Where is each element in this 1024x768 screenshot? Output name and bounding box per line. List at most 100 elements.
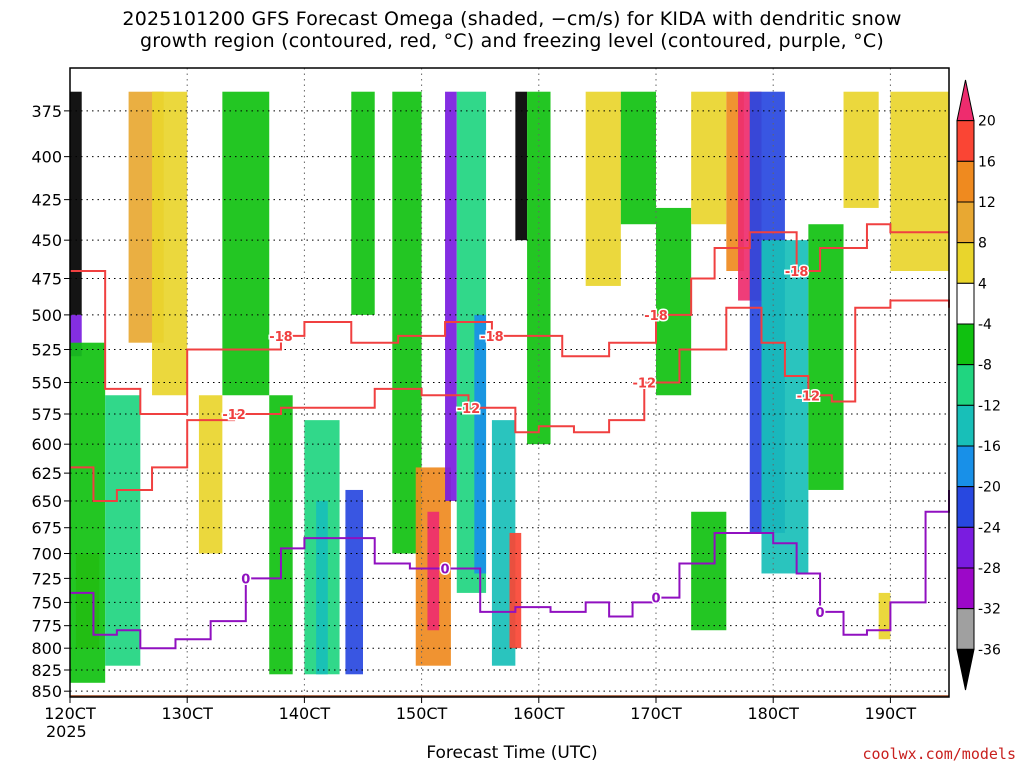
omega-band xyxy=(878,592,891,640)
x-tick-label: 170CT xyxy=(630,704,682,723)
omega-band xyxy=(70,342,106,683)
colorbar-label: 16 xyxy=(978,154,996,170)
x-tick-label: 120CT xyxy=(44,704,96,723)
surface-ground xyxy=(70,695,949,697)
colorbar-label: -8 xyxy=(978,358,992,374)
omega-band xyxy=(585,91,621,286)
colorbar-label: -36 xyxy=(978,642,1001,658)
y-tick-label: 625 xyxy=(31,464,62,483)
omega-band xyxy=(222,91,270,396)
y-tick-label: 675 xyxy=(31,519,62,538)
colorbar-label: -24 xyxy=(978,520,1001,536)
y-axis: 375 400 425 450 475 500 525 550 575 600 625 650 675 7… xyxy=(31,102,70,701)
contour-label: -18 xyxy=(269,330,293,345)
y-tick-label: 400 xyxy=(31,148,62,167)
y-tick-label: 650 xyxy=(31,492,62,511)
omega-shading xyxy=(70,91,949,683)
x-tick-label: 180CT xyxy=(747,704,799,723)
colorbar: 20 16 12 8 4 -4 -8 -12 -16 -20 -24 -28 -32 -36 xyxy=(956,79,1001,691)
y-tick-label: 750 xyxy=(31,593,62,612)
credit-text: coolwx.com/models xyxy=(862,745,1016,763)
omega-band xyxy=(70,91,82,315)
omega-band xyxy=(105,395,141,666)
contour-lines: -18 -18 -18 -18 -12 -12 -12 -12 0 0 0 0 xyxy=(70,223,950,650)
contour--18 xyxy=(70,223,949,415)
contour-label: -12 xyxy=(797,389,821,404)
contour-label: 0 xyxy=(816,606,825,621)
colorbar-swatch xyxy=(956,486,975,528)
contour-label: -12 xyxy=(633,376,657,391)
omega-band xyxy=(152,91,188,396)
colorbar-cap-top xyxy=(956,79,975,122)
x-axis-label: Forecast Time (UTC) xyxy=(426,743,598,763)
y-tick-label: 725 xyxy=(31,569,62,588)
y-tick-label: 525 xyxy=(31,340,62,359)
omega-band xyxy=(351,91,375,315)
y-tick-label: 500 xyxy=(31,306,62,325)
omega-band xyxy=(70,314,82,357)
contour-0 xyxy=(70,489,950,650)
colorbar-label: 4 xyxy=(978,276,987,292)
contour-label: -12 xyxy=(222,408,246,423)
y-tick-label: 700 xyxy=(31,544,62,563)
omega-band xyxy=(474,314,487,574)
colorbar-swatch xyxy=(956,404,975,447)
omega-band xyxy=(345,489,363,675)
y-tick-label: 475 xyxy=(31,270,62,289)
colorbar-swatch xyxy=(956,567,975,610)
y-tick-label: 450 xyxy=(31,231,62,250)
colorbar-label: -12 xyxy=(978,398,1001,414)
omega-band xyxy=(269,395,293,675)
omega-band xyxy=(620,91,656,225)
y-tick-label: 375 xyxy=(31,102,62,121)
x-tick-year: 2025 xyxy=(46,722,87,741)
omega-band xyxy=(515,91,528,241)
y-tick-label: 800 xyxy=(31,639,62,658)
x-tick-label: 140CT xyxy=(279,704,331,723)
colorbar-label: 8 xyxy=(978,236,987,252)
x-tick-label: 150CT xyxy=(396,704,448,723)
contour-label: -12 xyxy=(457,402,481,417)
y-tick-label: 575 xyxy=(31,405,62,424)
chart-title-line1: 2025101200 GFS Forecast Omega (shaded, −… xyxy=(122,8,902,30)
colorbar-swatch xyxy=(956,526,975,569)
colorbar-label: 20 xyxy=(978,114,996,130)
colorbar-swatch xyxy=(956,608,975,650)
colorbar-label: -4 xyxy=(978,317,992,333)
colorbar-label: 12 xyxy=(978,195,996,211)
x-tick-label: 130CT xyxy=(161,704,213,723)
x-tick-label: 160CT xyxy=(513,704,565,723)
omega-band xyxy=(527,91,551,445)
omega-band xyxy=(656,207,692,396)
omega-band xyxy=(808,224,844,490)
colorbar-swatch xyxy=(956,201,975,244)
omega-band xyxy=(691,91,727,225)
colorbar-label: -28 xyxy=(978,561,1001,577)
y-tick-label: 600 xyxy=(31,435,62,454)
chart-title-line2: growth region (contoured, red, °C) and f… xyxy=(140,30,884,52)
colorbar-swatch xyxy=(956,120,975,162)
colorbar-label: -32 xyxy=(978,602,1001,618)
omega-band xyxy=(445,91,457,501)
contour-label: -18 xyxy=(785,265,809,280)
colorbar-swatch xyxy=(956,364,975,406)
contour--12 xyxy=(70,299,950,502)
colorbar-swatch xyxy=(956,242,975,284)
colorbar-swatch xyxy=(956,323,975,366)
x-axis: 120CT 130CT 140CT 150CT 160CT 170CT 180CT 190CT… xyxy=(44,697,916,741)
colorbar-cap-bottom xyxy=(956,648,975,691)
colorbar-swatch xyxy=(956,282,975,325)
y-tick-label: 550 xyxy=(31,373,62,392)
contour-label: -18 xyxy=(480,330,504,345)
colorbar-swatch xyxy=(956,160,975,203)
omega-band xyxy=(316,500,328,675)
omega-band xyxy=(691,511,727,631)
y-tick-label: 775 xyxy=(31,617,62,636)
contour-label: 0 xyxy=(441,563,450,578)
omega-band xyxy=(761,240,809,574)
omega-band xyxy=(890,91,949,272)
y-tick-label: 825 xyxy=(31,661,62,680)
omega-band xyxy=(198,395,223,554)
contour-label: -18 xyxy=(644,309,668,324)
